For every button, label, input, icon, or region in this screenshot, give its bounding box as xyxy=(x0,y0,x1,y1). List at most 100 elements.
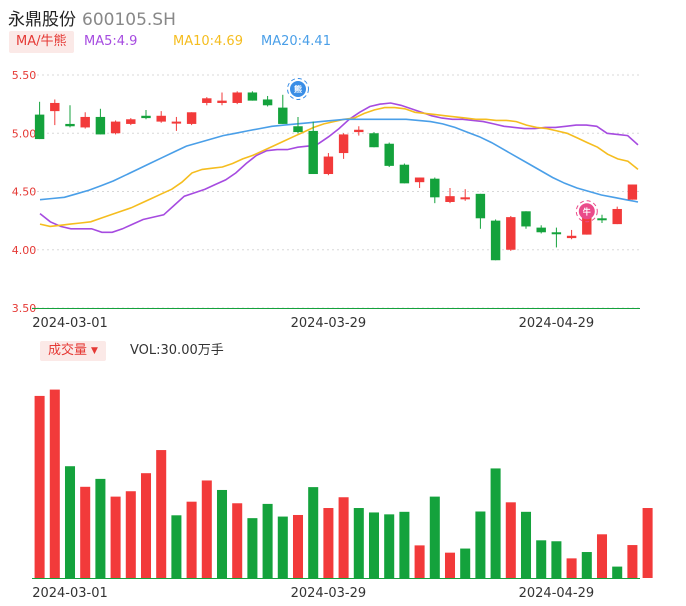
marker-face xyxy=(290,80,306,97)
candle-down xyxy=(430,178,440,198)
price-x-tick-label: 2024-03-29 xyxy=(291,316,367,331)
candle-up xyxy=(217,100,227,103)
ma5-legend-item: MA5:4.9 xyxy=(84,34,138,49)
marker-ring xyxy=(287,77,309,100)
volume-bar-up xyxy=(49,389,60,578)
candle-up xyxy=(323,156,334,175)
marker-text: 熊 xyxy=(294,84,302,94)
volume-bar-up xyxy=(505,502,516,578)
candle-up xyxy=(50,102,60,112)
volume-bar-down xyxy=(475,511,486,578)
volume-bar-down xyxy=(216,489,228,578)
volume-x-tick-label: 2024-03-01 xyxy=(32,586,108,601)
candle-down xyxy=(308,130,318,175)
candle-down xyxy=(262,99,273,106)
stock-code: 600105.SH xyxy=(82,10,176,30)
candle-up xyxy=(110,121,121,134)
marker-text: 牛 xyxy=(583,206,591,216)
y-tick-label: 3.50 xyxy=(12,302,37,315)
volume-bar-down xyxy=(536,540,547,578)
volume-bar-up xyxy=(338,497,349,578)
ma10-legend-item: MA10:4.69 xyxy=(173,34,243,49)
volume-bar-up xyxy=(34,395,45,578)
volume-bar-down xyxy=(460,548,471,578)
candle-up xyxy=(232,92,242,103)
y-tick-label: 5.50 xyxy=(12,69,37,82)
ma-selector-button[interactable]: MA/牛熊 xyxy=(9,31,74,53)
volume-bar-down xyxy=(612,566,623,578)
price-x-tick-label: 2024-04-29 xyxy=(519,316,595,331)
y-tick-label: 4.50 xyxy=(12,186,37,199)
y-tick-label: 4.00 xyxy=(12,244,37,257)
ma10-line xyxy=(39,106,639,228)
volume-bar-up xyxy=(292,514,304,578)
volume-bar-down xyxy=(490,468,501,578)
candle-up xyxy=(566,235,577,239)
candle-down xyxy=(384,143,394,166)
price-x-tick-label: 2024-03-01 xyxy=(32,316,108,331)
volume-value-label: VOL:30.00万手 xyxy=(130,343,224,358)
volume-bar-down xyxy=(581,552,592,578)
stock-title: 永鼎股份 600105.SH xyxy=(8,5,176,30)
candle-up xyxy=(582,217,592,235)
volume-bar-down xyxy=(399,511,410,578)
candle-up xyxy=(354,129,364,133)
volume-bar-up xyxy=(444,552,456,578)
volume-bar-up xyxy=(156,450,167,578)
bull-face-icon[interactable]: 牛 xyxy=(575,200,598,223)
volume-bar-down xyxy=(520,511,532,578)
candle-down xyxy=(65,123,75,127)
marker-ring xyxy=(575,200,598,223)
ma20-legend-item: MA20:4.41 xyxy=(261,34,331,49)
volume-bar-up xyxy=(140,473,152,578)
volume-bar-up xyxy=(80,486,91,578)
stock-name: 永鼎股份 xyxy=(8,10,76,30)
bear-face-icon[interactable]: 熊 xyxy=(287,77,309,100)
volume-bar-up xyxy=(642,508,653,578)
candle-up xyxy=(506,217,516,250)
candle-up xyxy=(612,208,622,225)
candle-down xyxy=(475,193,486,219)
candle-down xyxy=(399,164,410,184)
volume-x-tick-label: 2024-04-29 xyxy=(519,586,595,601)
candle-up xyxy=(460,197,470,200)
volume-selector-button[interactable]: 成交量 ▼ xyxy=(40,341,106,361)
candle-up xyxy=(414,177,425,183)
volume-bar-up xyxy=(232,503,243,578)
candle-down xyxy=(597,218,607,221)
volume-bar-down xyxy=(429,496,440,578)
candle-down xyxy=(247,92,258,101)
volume-bar-down xyxy=(262,503,273,578)
candle-down xyxy=(95,116,106,135)
volume-bar-up xyxy=(186,501,197,578)
volume-bar-up xyxy=(201,480,212,578)
candle-down xyxy=(141,115,151,119)
volume-bar-up xyxy=(125,491,136,578)
candle-down xyxy=(521,211,531,227)
candle-down xyxy=(278,107,288,124)
candle-up xyxy=(627,184,638,200)
volume-x-tick-label: 2024-03-29 xyxy=(291,586,367,601)
marker-face xyxy=(578,203,595,220)
candle-up xyxy=(338,134,349,154)
y-tick-label: 5.00 xyxy=(12,127,37,140)
volume-bar-down xyxy=(308,487,319,578)
candle-down xyxy=(34,114,45,140)
volume-bar-down xyxy=(171,515,182,578)
candle-up xyxy=(156,115,166,122)
volume-bar-down xyxy=(551,541,562,578)
candle-up xyxy=(171,121,182,124)
volume-bar-up xyxy=(566,558,577,578)
candle-down xyxy=(551,232,562,235)
volume-bar-up xyxy=(596,534,608,578)
ma-legend: MA/牛熊 MA5:4.9 MA10:4.69 MA20:4.41 xyxy=(0,31,686,53)
volume-bar-down xyxy=(277,516,288,578)
volume-bar-down xyxy=(247,518,258,578)
candle-up xyxy=(202,98,212,103)
candle-up xyxy=(186,112,197,124)
candle-up xyxy=(445,196,455,202)
volume-bar-up xyxy=(110,496,121,578)
candle-up xyxy=(126,119,136,124)
volume-bar-down xyxy=(353,508,364,578)
